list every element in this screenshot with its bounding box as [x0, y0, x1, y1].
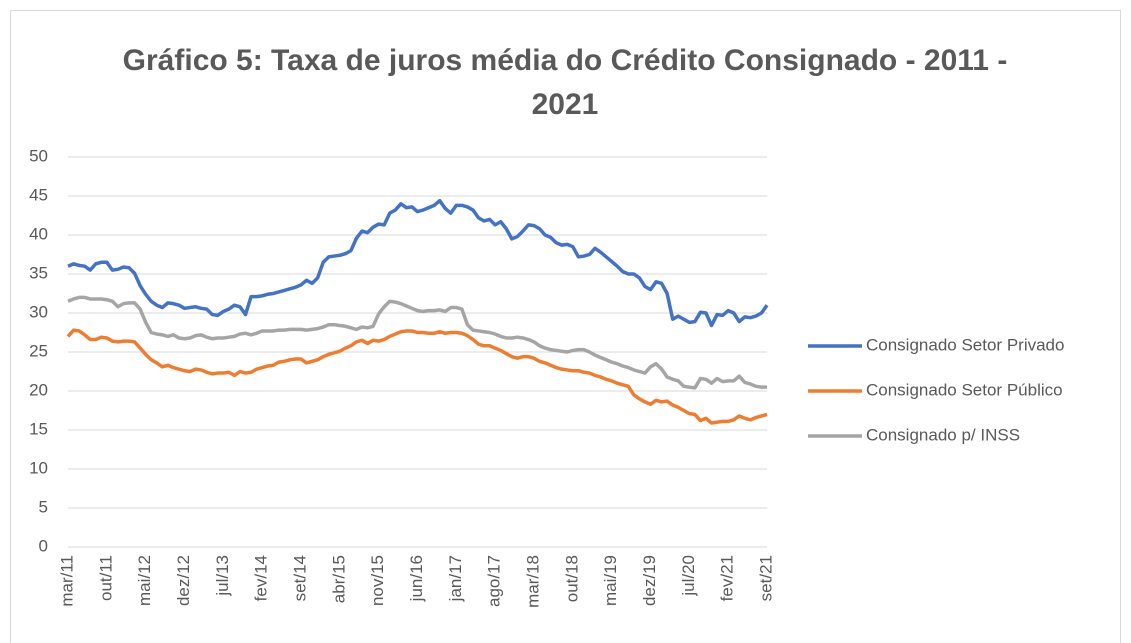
x-tick-label: fev/21: [718, 555, 737, 601]
x-tick-label: mai/12: [135, 555, 154, 606]
x-tick-label: nov/15: [368, 555, 387, 606]
y-tick-label: 10: [29, 458, 48, 477]
x-tick-label: out/11: [96, 555, 115, 601]
y-tick-label: 30: [29, 302, 48, 321]
y-tick-label: 40: [29, 224, 48, 243]
y-tick-label: 5: [39, 497, 48, 516]
series-line: [66, 328, 768, 425]
x-tick-label: jan/17: [446, 555, 465, 602]
y-tick-label: 25: [29, 341, 48, 360]
x-tick-label: fev/14: [252, 555, 271, 601]
y-tick-label: 35: [29, 263, 48, 282]
x-tick-label: dez/19: [640, 555, 659, 606]
y-tick-label: 20: [29, 380, 48, 399]
series-line: [67, 198, 769, 328]
x-tick-label: jun/16: [407, 555, 426, 602]
y-tick-label: 50: [29, 146, 48, 165]
x-tick-label: ago/17: [485, 555, 504, 607]
legend-label: Consignado p/ INSS: [866, 425, 1020, 444]
x-tick-label: set/14: [290, 555, 309, 601]
y-tick-label: 45: [29, 185, 48, 204]
y-tick-label: 15: [29, 419, 48, 438]
legend-label: Consignado Setor Privado: [866, 335, 1064, 354]
chart-border: [10, 10, 1121, 643]
x-tick-label: dez/12: [174, 555, 193, 606]
legend-label: Consignado Setor Público: [866, 380, 1063, 399]
x-tick-label: out/18: [562, 555, 581, 602]
x-tick-label: abr/15: [329, 555, 348, 603]
x-tick-label: mai/19: [601, 555, 620, 606]
series-line: [67, 295, 767, 390]
y-tick-label: 0: [39, 536, 48, 555]
x-tick-label: jul/20: [679, 555, 698, 597]
x-tick-label: jul/13: [213, 555, 232, 597]
x-tick-label: mar/11: [57, 555, 76, 607]
chart-title: Gráfico 5: Taxa de juros média do Crédit…: [122, 44, 1008, 121]
x-tick-label: mar/18: [523, 555, 542, 608]
x-tick-label: set/21: [756, 555, 775, 601]
